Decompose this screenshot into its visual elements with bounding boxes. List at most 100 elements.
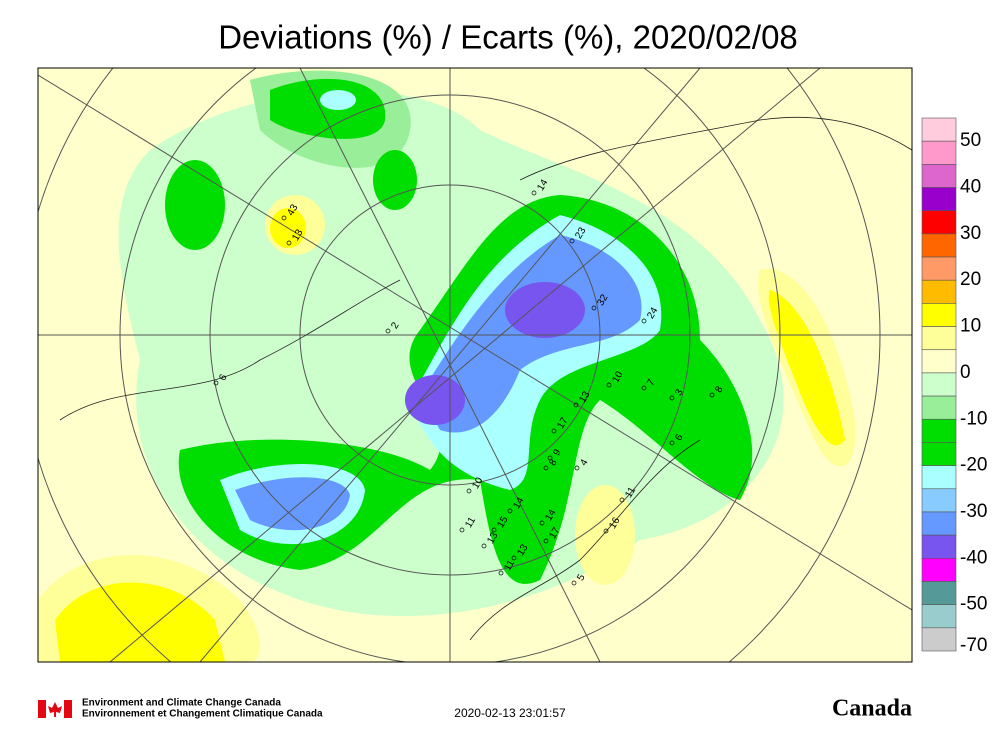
- legend-swatch: [921, 210, 957, 235]
- legend-label: 40: [960, 177, 981, 198]
- station-label: 7: [645, 377, 658, 388]
- station-label: 10: [610, 369, 625, 385]
- legend-label: -30: [960, 501, 987, 522]
- station-dot: [491, 527, 497, 533]
- station-label: 9: [551, 447, 564, 458]
- station-dot: [507, 508, 513, 514]
- station-label: 13: [290, 227, 305, 243]
- legend-swatch: [921, 488, 957, 513]
- station-label: 6: [217, 372, 230, 383]
- station-label: 10: [470, 475, 485, 491]
- station-label: 2: [389, 320, 402, 331]
- station-dot: [669, 395, 675, 401]
- title: Deviations (%) / Ecarts (%), 2020/02/08: [218, 19, 798, 56]
- station-dot: [641, 385, 647, 391]
- legend-swatch: [921, 256, 957, 281]
- station-label: 17: [555, 415, 570, 431]
- legend-swatch: [921, 187, 957, 211]
- legend-label: 0: [960, 362, 971, 383]
- station-dot: [543, 538, 549, 544]
- flag-bar: [64, 700, 72, 718]
- station-dot: [213, 380, 219, 386]
- station-label: 32: [595, 292, 610, 308]
- legend: 50 40 30 20 10 0 -10 -20 -30 -40 -50 -70: [921, 117, 987, 656]
- flag-bar: [38, 700, 46, 718]
- station-label: 13: [577, 389, 592, 405]
- legend-swatch: [921, 279, 957, 304]
- legend-swatch: [921, 581, 957, 605]
- station-label: 24: [645, 305, 660, 321]
- legend-swatch: [921, 349, 957, 374]
- station-dot: [286, 240, 292, 246]
- legend-label: -10: [960, 408, 987, 429]
- station-dot: [569, 238, 575, 244]
- agency-en: Environment and Climate Change Canada: [82, 698, 281, 709]
- legend-swatch: [921, 140, 957, 165]
- station-dot: [459, 527, 465, 533]
- station-dot: [591, 305, 597, 311]
- station-dot: [606, 382, 612, 388]
- station-label: 8: [547, 457, 560, 468]
- legend-swatch: [921, 164, 957, 188]
- legend-label: -70: [960, 635, 987, 656]
- legend-label: 10: [960, 316, 981, 337]
- map-frame: [37, 67, 913, 663]
- agency-fr: Environnement et Changement Climatique C…: [82, 709, 323, 720]
- station-dot: [619, 497, 625, 503]
- station-dot: [481, 543, 487, 549]
- station-label: 8: [713, 384, 726, 395]
- station-dot: [385, 328, 391, 334]
- legend-swatch: [921, 442, 957, 466]
- station-dot: [571, 580, 577, 586]
- legend-swatch: [921, 627, 957, 652]
- station-label: 14: [535, 177, 550, 193]
- station-dot: [551, 428, 557, 434]
- legend-label: 30: [960, 223, 981, 244]
- flag-leaf: [48, 702, 62, 717]
- legend-label: 50: [960, 130, 981, 151]
- legend-swatch: [921, 534, 957, 559]
- station-label: 17: [547, 525, 562, 541]
- station-label: 13: [515, 542, 530, 558]
- legend-swatch: [921, 511, 957, 536]
- legend-label: -20: [960, 455, 987, 476]
- station-label: 4: [578, 457, 591, 468]
- station-dot: [709, 392, 715, 398]
- legend-swatch: [921, 418, 957, 443]
- station-label: 14: [543, 507, 558, 523]
- station-dot: [498, 570, 504, 576]
- timestamp: 2020-02-13 23:01:57: [454, 706, 566, 720]
- legend-swatch: [921, 233, 957, 258]
- station-dot: [466, 488, 472, 494]
- station-label: 43: [285, 202, 300, 218]
- legend-label: -50: [960, 594, 987, 615]
- map: [38, 68, 912, 662]
- station-label: 3: [673, 387, 686, 398]
- legend-swatch: [921, 117, 957, 142]
- station-dot: [531, 190, 537, 196]
- station-dot: [539, 520, 545, 526]
- wordmark: Canada: [832, 696, 912, 722]
- station-label: 16: [607, 515, 622, 531]
- station-dot: [574, 465, 580, 471]
- legend-swatch: [921, 465, 957, 490]
- legend-swatch: [921, 558, 957, 582]
- station-label: 5: [575, 572, 588, 583]
- legend-label: -40: [960, 547, 987, 568]
- legend-swatch: [921, 372, 957, 397]
- station-dot: [641, 318, 647, 324]
- station-label: 13: [485, 530, 500, 546]
- station-dot: [573, 402, 579, 408]
- legend-swatch: [921, 326, 957, 351]
- station-label: 6: [673, 432, 686, 443]
- legend-swatch: [921, 303, 957, 327]
- legend-swatch: [921, 395, 957, 420]
- station-dot: [547, 455, 553, 461]
- station-dot: [603, 528, 609, 534]
- station-label: 23: [573, 225, 588, 241]
- station-dot: [511, 555, 517, 561]
- station-dot: [281, 215, 287, 221]
- legend-label: 20: [960, 269, 981, 290]
